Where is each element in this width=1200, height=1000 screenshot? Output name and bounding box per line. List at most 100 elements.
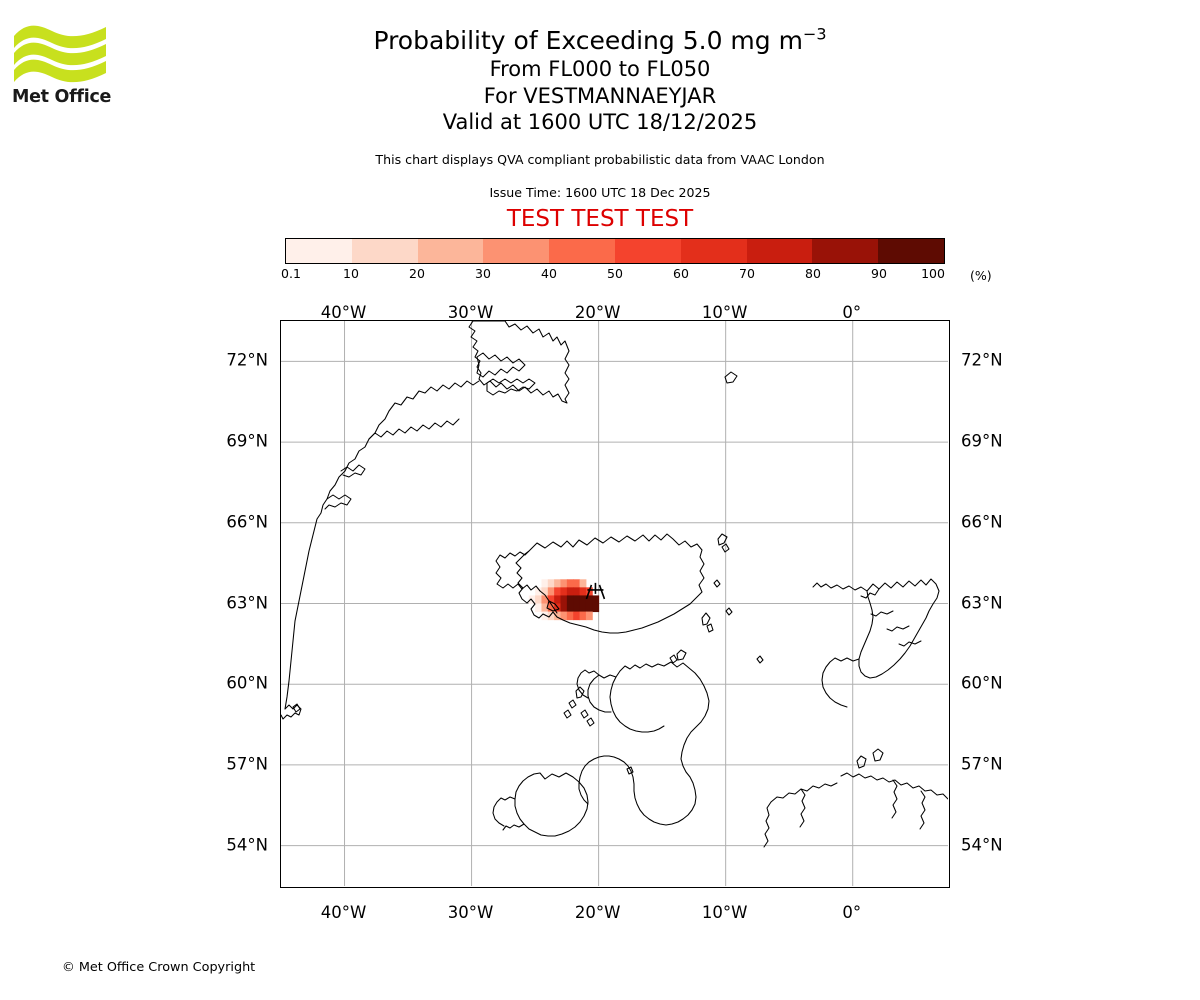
ash-cell <box>573 603 581 613</box>
colorbar-tick-20: 20 <box>409 266 425 281</box>
ash-cell <box>560 579 568 588</box>
colorbar-tick-50: 50 <box>607 266 623 281</box>
colorbar-segment-4 <box>549 239 615 263</box>
title-exponent: −3 <box>802 24 827 44</box>
lon-tick-label-bottom: 0° <box>842 903 862 922</box>
lat-tick-label-left: 54°N <box>226 835 268 855</box>
lon-tick-label-bottom: 10°W <box>701 903 748 922</box>
ash-cell <box>547 587 555 596</box>
ash-cell <box>585 611 593 621</box>
lon-tick-label-bottom: 20°W <box>574 903 621 922</box>
copyright-footer: © Met Office Crown Copyright <box>62 960 256 975</box>
ash-cell <box>585 595 593 604</box>
colorbar-tick-90: 90 <box>871 266 887 281</box>
volcano-icon <box>585 582 606 600</box>
colorbar-tick-10: 10 <box>343 266 359 281</box>
ash-cell <box>541 595 549 604</box>
lon-tick-label-top: 20°W <box>574 303 621 322</box>
ash-cell <box>535 595 542 604</box>
ash-cell <box>573 595 581 604</box>
issue-time-text: Issue Time: 1600 UTC 18 Dec 2025 <box>489 184 711 200</box>
ash-cell <box>541 587 549 596</box>
lat-tick-label-left: 60°N <box>226 673 268 693</box>
location-subtitle: For VESTMANNAEYJAR <box>483 83 717 108</box>
colorbar-segment-2 <box>417 239 484 263</box>
title-text: Probability of Exceeding 5.0 mg m <box>373 26 803 55</box>
test-banner: TEST TEST TEST <box>506 205 694 232</box>
colorbar-segment-6 <box>680 239 747 263</box>
ash-cell <box>554 579 562 588</box>
colorbar-tick-0.1: 0.1 <box>281 266 301 281</box>
flight-level-subtitle: From FL000 to FL050 <box>489 57 711 81</box>
colorbar-segment-8 <box>812 239 879 263</box>
colorbar-unit-label: (%) <box>970 268 992 283</box>
ash-cell <box>573 587 581 596</box>
ash-cell <box>560 595 568 604</box>
ash-cell <box>585 603 593 613</box>
map-plot-area[interactable] <box>280 320 950 888</box>
ash-cell <box>579 595 587 604</box>
colorbar-swatches <box>285 238 945 264</box>
colorbar-segment-0 <box>286 239 352 263</box>
lon-tick-label-bottom: 40°W <box>320 903 367 922</box>
colorbar-segment-5 <box>614 239 681 263</box>
ash-cell <box>566 587 574 596</box>
lat-tick-label-left: 69°N <box>226 431 268 451</box>
ash-cell <box>535 603 542 613</box>
chart-header: Probability of Exceeding 5.0 mg m−3 From… <box>0 0 1200 233</box>
colorbar-tick-30: 30 <box>475 266 491 281</box>
met-office-logo: Met Office <box>12 22 122 117</box>
ash-cell <box>579 579 587 588</box>
disclaimer-text: This chart displays QVA compliant probab… <box>375 151 825 167</box>
colorbar-tick-40: 40 <box>541 266 557 281</box>
ash-cell <box>566 611 574 621</box>
colorbar-tick-70: 70 <box>739 266 755 281</box>
lat-tick-label-right: 69°N <box>961 431 1003 451</box>
lat-tick-label-right: 57°N <box>961 754 1003 774</box>
lat-tick-label-right: 54°N <box>961 835 1003 855</box>
ash-cell <box>554 595 562 604</box>
lat-tick-label-right: 66°N <box>961 512 1003 532</box>
ash-cell <box>547 603 555 613</box>
lat-tick-label-left: 72°N <box>226 350 268 370</box>
ash-cell <box>579 603 587 613</box>
ash-cell <box>554 587 562 596</box>
met-office-wordmark: Met Office <box>12 87 112 107</box>
lat-tick-label-right: 72°N <box>961 350 1003 370</box>
lat-tick-label-left: 66°N <box>226 512 268 532</box>
lon-tick-label-top: 0° <box>842 303 862 322</box>
ash-cell <box>547 579 555 588</box>
lat-tick-label-right: 60°N <box>961 673 1003 693</box>
graticule-gridlines <box>281 321 948 886</box>
met-office-waves-icon <box>14 25 106 83</box>
ash-cell <box>560 611 568 621</box>
ash-cell <box>579 587 587 596</box>
colorbar-segment-1 <box>351 239 418 263</box>
ash-cell <box>547 611 555 621</box>
ash-cell <box>541 579 549 588</box>
ash-cell <box>592 603 600 613</box>
map-canvas <box>281 321 948 886</box>
ash-cell <box>573 579 581 588</box>
probability-colorbar: 0.1 10 20 30 40 50 60 70 80 90 100 <box>281 238 945 282</box>
lon-tick-label-top: 40°W <box>320 303 367 322</box>
valid-time-subtitle: Valid at 1600 UTC 18/12/2025 <box>442 110 758 134</box>
ash-cell <box>547 595 555 604</box>
lat-tick-label-left: 63°N <box>226 593 268 612</box>
volcano-source-marker <box>585 582 606 600</box>
ash-cell <box>535 587 542 596</box>
ash-probability-cells <box>528 579 600 621</box>
colorbar-tick-100: 100 <box>921 266 945 281</box>
colorbar-tick-60: 60 <box>673 266 689 281</box>
ash-cell <box>566 603 574 613</box>
ash-cell <box>560 587 568 596</box>
lon-tick-label-bottom: 30°W <box>447 903 494 922</box>
colorbar-segment-9 <box>878 239 944 263</box>
page-title: Probability of Exceeding 5.0 mg m−3 <box>0 26 1200 56</box>
colorbar-segment-7 <box>746 239 813 263</box>
lon-tick-label-top: 10°W <box>701 303 748 322</box>
lat-tick-label-right: 63°N <box>961 593 1003 612</box>
ash-cell <box>566 595 574 604</box>
lon-tick-label-top: 30°W <box>447 303 494 322</box>
lat-tick-label-left: 57°N <box>226 754 268 774</box>
